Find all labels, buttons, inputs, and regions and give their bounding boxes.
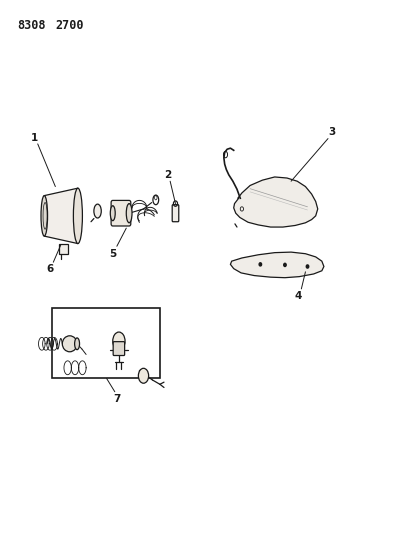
Text: 8308: 8308 [17,19,46,31]
Ellipse shape [110,206,115,221]
Bar [52,308,160,378]
FancyBboxPatch shape [111,200,130,226]
Polygon shape [58,244,68,254]
Ellipse shape [112,332,125,350]
Ellipse shape [126,204,132,223]
Text: 6: 6 [46,264,54,274]
Ellipse shape [94,204,101,218]
Text: 2700: 2700 [55,19,84,31]
Polygon shape [44,188,78,244]
Text: 2: 2 [163,170,171,180]
Polygon shape [230,252,323,278]
Ellipse shape [73,188,82,244]
Circle shape [283,263,285,266]
Ellipse shape [138,368,148,383]
FancyBboxPatch shape [172,205,178,222]
FancyBboxPatch shape [113,342,124,356]
Text: 4: 4 [294,292,301,301]
Text: 1: 1 [31,133,38,142]
Ellipse shape [41,196,47,236]
Text: 3: 3 [328,127,335,137]
Circle shape [258,263,261,266]
Text: 5: 5 [109,249,116,259]
Text: 7: 7 [113,394,121,403]
Ellipse shape [74,338,79,350]
Circle shape [306,265,308,268]
Polygon shape [233,177,317,227]
Ellipse shape [62,336,77,352]
